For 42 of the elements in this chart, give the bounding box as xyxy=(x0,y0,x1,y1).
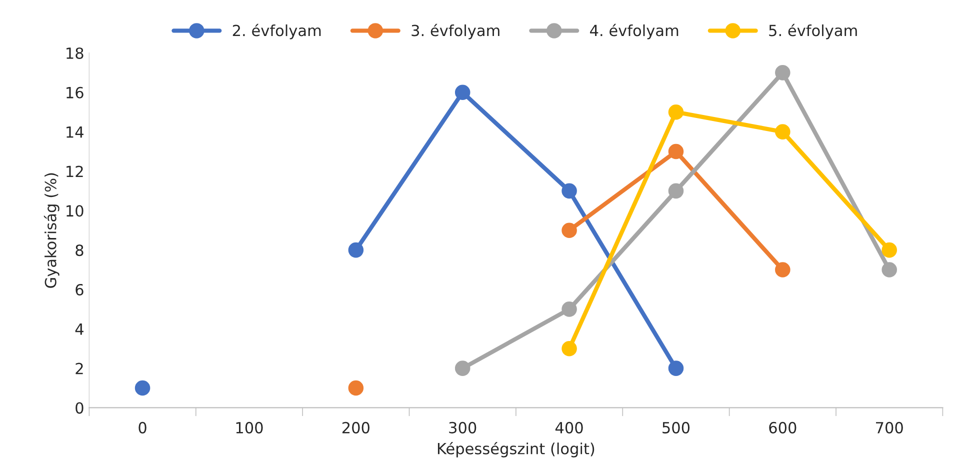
x-axis-title: Képességszint (logit) xyxy=(438,442,594,458)
x-tick-label: 300 xyxy=(449,422,476,434)
point xyxy=(562,302,577,317)
point xyxy=(882,262,897,278)
point xyxy=(454,84,470,100)
legend-label: 4. évfolyam xyxy=(590,24,678,40)
y-tick-label: 4 xyxy=(75,324,84,335)
point xyxy=(668,183,684,199)
point xyxy=(134,380,150,396)
y-tick-label: 10 xyxy=(66,205,84,217)
y-tick-label: 14 xyxy=(66,126,84,138)
y-tick-label: 8 xyxy=(76,244,84,256)
x-tick-label: 600 xyxy=(769,422,796,434)
x-tick-label: 0 xyxy=(138,422,146,434)
point xyxy=(454,360,470,376)
y-axis-title: Gyakoriság (%) xyxy=(44,173,60,288)
legend-label: 3. évfolyam xyxy=(412,24,500,40)
y-tick-label: 6 xyxy=(76,284,84,296)
y-tick-label: 12 xyxy=(66,166,83,178)
point xyxy=(882,242,897,258)
x-tick-label: 700 xyxy=(876,422,903,434)
point xyxy=(668,104,684,120)
point xyxy=(348,380,364,396)
x-tick-label: 200 xyxy=(342,422,370,434)
legend-label: 5. évfolyam xyxy=(769,24,857,40)
y-tick-label: 2 xyxy=(76,362,83,374)
point xyxy=(562,340,577,356)
legend-label: 2. évfolyam xyxy=(232,24,321,40)
y-tick-label: 0 xyxy=(76,402,84,414)
point xyxy=(348,242,364,258)
point xyxy=(775,65,790,80)
y-tick-label: 18 xyxy=(66,47,84,59)
x-tick-label: 400 xyxy=(555,422,583,434)
x-tick-label: 500 xyxy=(662,422,690,434)
point xyxy=(668,144,684,160)
point xyxy=(668,360,684,376)
y-tick-label: 16 xyxy=(66,86,84,98)
point xyxy=(775,262,790,278)
point xyxy=(562,183,577,199)
x-tick-label: 100 xyxy=(236,422,263,434)
point xyxy=(562,222,577,238)
point xyxy=(775,124,790,140)
